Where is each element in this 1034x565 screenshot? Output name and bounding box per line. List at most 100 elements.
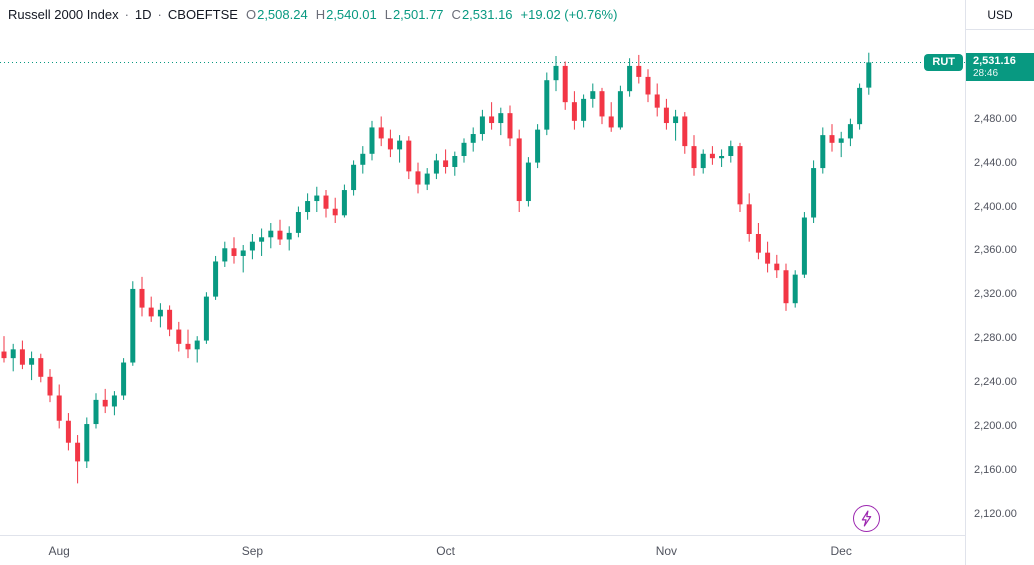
candle xyxy=(93,393,99,429)
candle-body xyxy=(213,261,219,297)
candle-body xyxy=(525,162,531,202)
candle-body xyxy=(700,153,706,169)
boost-button[interactable] xyxy=(853,505,880,532)
candle xyxy=(838,131,844,158)
price-tick-label: 2,440.00 xyxy=(974,156,1017,169)
candle xyxy=(452,151,458,176)
candle xyxy=(19,340,25,370)
candle xyxy=(479,109,485,141)
high-value: H2,540.01 xyxy=(315,7,377,22)
price-tick-label: 2,120.00 xyxy=(974,508,1017,521)
candle xyxy=(75,435,81,484)
countdown: 28:46 xyxy=(973,68,999,80)
candle-body xyxy=(102,399,108,407)
candle xyxy=(341,184,347,218)
candle xyxy=(139,276,145,317)
candle-body xyxy=(820,135,826,169)
price-tick-label: 2,480.00 xyxy=(974,112,1017,125)
candle-body xyxy=(259,237,265,242)
candle-body xyxy=(645,76,651,95)
symbol-title[interactable]: Russell 2000 Index xyxy=(8,7,119,22)
last-price-tag: 2,531.16 28:46 xyxy=(966,53,1034,82)
candle xyxy=(571,91,577,130)
time-tick-label: Sep xyxy=(241,544,264,558)
candle xyxy=(38,353,44,383)
close-value: C2,531.16 xyxy=(451,7,513,22)
price-tick-label: 2,240.00 xyxy=(974,376,1017,389)
time-tick-label: Nov xyxy=(655,544,678,558)
candle xyxy=(792,270,798,308)
candlestick-chart[interactable]: Russell 2000 Index · 1D · CBOEFTSE O2,50… xyxy=(0,0,965,535)
candle-body xyxy=(397,140,403,150)
candle-body xyxy=(452,155,458,167)
candle xyxy=(130,281,136,366)
candle-body xyxy=(801,217,807,275)
candle xyxy=(29,351,35,381)
interval-label[interactable]: 1D xyxy=(134,7,152,22)
last-price-value: 2,531.16 xyxy=(973,55,1016,68)
candle-body xyxy=(75,442,81,462)
open-value: O2,508.24 xyxy=(245,7,308,22)
candle xyxy=(148,296,154,322)
candle-body xyxy=(599,91,605,117)
candle xyxy=(645,69,651,103)
candle-body xyxy=(351,164,357,191)
candle-body xyxy=(167,309,173,330)
candle-body xyxy=(10,349,16,359)
candle-body xyxy=(314,195,320,202)
exchange-label: CBOEFTSE xyxy=(167,7,238,22)
candle-body xyxy=(719,155,725,159)
candle xyxy=(516,129,522,213)
time-axis[interactable]: Aug Sep Oct Nov Dec xyxy=(0,535,1034,565)
candle xyxy=(673,109,679,141)
candle-body xyxy=(728,146,734,156)
candle xyxy=(829,124,835,152)
candle-body xyxy=(461,142,467,156)
candle-body xyxy=(415,171,421,185)
candle xyxy=(746,193,752,242)
candle xyxy=(525,157,531,207)
candle-body xyxy=(433,160,439,174)
candle-body xyxy=(489,116,495,124)
candle-body xyxy=(277,230,283,240)
candle xyxy=(360,146,366,174)
candle xyxy=(636,54,642,84)
candle xyxy=(627,58,633,97)
candle-body xyxy=(562,65,568,103)
candle xyxy=(461,138,467,163)
candles-canvas[interactable] xyxy=(0,0,965,535)
price-tick-label: 2,400.00 xyxy=(974,200,1017,213)
candle-body xyxy=(203,296,209,341)
candle xyxy=(378,116,384,147)
candle xyxy=(507,105,513,147)
currency-button[interactable]: USD xyxy=(966,0,1034,30)
candle xyxy=(121,358,127,400)
candle-body xyxy=(424,173,430,185)
candle xyxy=(65,413,71,451)
price-tick-label: 2,280.00 xyxy=(974,332,1017,345)
candle xyxy=(397,135,403,163)
candle-body xyxy=(332,208,338,216)
candle-body xyxy=(56,395,62,421)
candle xyxy=(102,388,108,414)
candle xyxy=(581,94,587,128)
candle-body xyxy=(838,138,844,143)
candle-body xyxy=(38,358,44,377)
candle xyxy=(811,160,817,224)
candle-body xyxy=(691,146,697,169)
candle xyxy=(654,83,660,117)
candle xyxy=(663,98,669,130)
candle-body xyxy=(240,250,246,256)
price-axis[interactable]: USD 2,531.16 28:46 2,480.00 2,440.00 2,400… xyxy=(965,0,1034,565)
candle-body xyxy=(617,91,623,128)
candle xyxy=(765,241,771,273)
candle xyxy=(755,223,761,260)
candle-body xyxy=(176,329,182,344)
candle-body xyxy=(590,91,596,99)
candle xyxy=(590,83,596,108)
candle xyxy=(231,237,237,264)
change-value: +19.02 (+0.76%) xyxy=(520,7,618,22)
candle xyxy=(857,83,863,130)
candle-body xyxy=(286,232,292,240)
candle xyxy=(608,102,614,132)
